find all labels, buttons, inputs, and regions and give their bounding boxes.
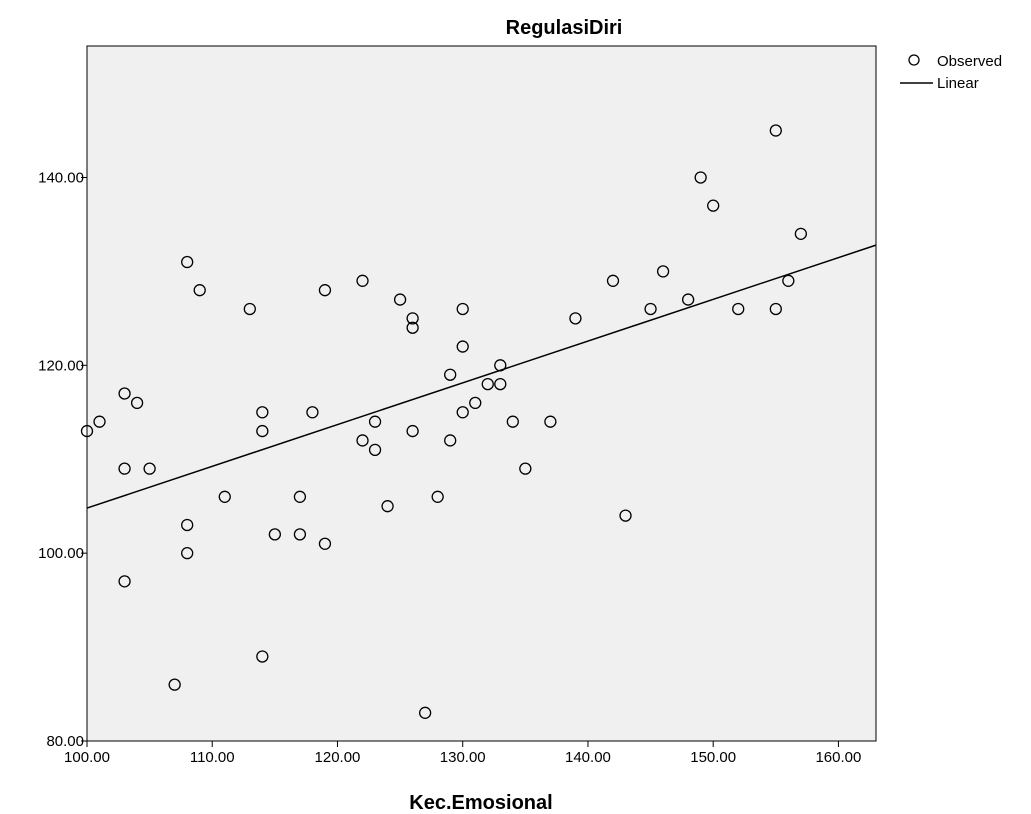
observed-point	[181, 518, 194, 532]
observed-point	[494, 377, 507, 391]
observed-point	[268, 528, 282, 541]
observed-point	[293, 528, 307, 541]
observed-point	[569, 312, 582, 325]
observed-point	[782, 274, 795, 287]
observed-point	[168, 678, 181, 691]
observed-point	[193, 284, 206, 297]
observed-point	[519, 462, 532, 475]
observed-point	[456, 406, 469, 419]
observed-point	[318, 284, 332, 297]
observed-point	[732, 302, 745, 316]
observed-point	[118, 462, 131, 475]
observed-point	[619, 509, 632, 522]
observed-point	[406, 321, 419, 334]
observed-point	[406, 424, 419, 438]
x-tick-label: 130.00	[440, 749, 486, 766]
y-tick-label: 80.00	[46, 733, 84, 750]
observed-point	[293, 490, 307, 503]
observed-points	[80, 124, 808, 719]
observed-point	[218, 490, 231, 503]
observed-point	[143, 462, 156, 475]
observed-point	[306, 406, 319, 419]
legend-observed-label: Observed	[937, 53, 1002, 70]
observed-point	[118, 575, 131, 588]
observed-point	[368, 415, 382, 428]
x-tick-label: 160.00	[815, 749, 861, 766]
observed-point	[769, 124, 782, 137]
y-axis: 80.00 100.00 120.00 140.00	[38, 169, 87, 750]
observed-point	[393, 293, 407, 306]
legend-linear-label: Linear	[937, 75, 979, 92]
observed-point	[544, 415, 557, 428]
observed-point	[118, 387, 131, 400]
observed-point	[506, 415, 519, 428]
observed-point	[318, 537, 332, 550]
observed-point	[769, 302, 782, 316]
observed-point	[481, 377, 494, 391]
observed-point	[694, 171, 707, 184]
x-axis-label: Kec.Emosional	[409, 792, 552, 814]
observed-point	[243, 302, 256, 316]
chart-title: RegulasiDiri	[506, 17, 623, 39]
x-tick-label: 120.00	[315, 749, 361, 766]
x-axis: 100.00 110.00 120.00 130.00 140.00 150.00 160.…	[64, 741, 861, 766]
plot-area	[86, 45, 877, 742]
observed-point	[256, 650, 269, 663]
linear-fit-line	[86, 244, 877, 509]
observed-point	[93, 415, 106, 428]
observed-point	[181, 547, 194, 560]
observed-point	[707, 199, 720, 212]
observed-point	[606, 274, 620, 287]
observed-point	[256, 424, 269, 438]
legend-observed-marker	[908, 54, 920, 66]
observed-point	[130, 396, 144, 410]
x-tick-label: 110.00	[190, 749, 235, 766]
y-tick-label: 140.00	[38, 169, 84, 186]
observed-point	[406, 312, 419, 325]
observed-point	[356, 434, 369, 447]
x-tick-label: 100.00	[64, 749, 110, 766]
x-tick-label: 150.00	[690, 749, 736, 766]
observed-point	[431, 490, 444, 503]
observed-point	[456, 340, 469, 353]
observed-point	[656, 265, 670, 278]
observed-point	[381, 500, 394, 513]
observed-point	[80, 424, 94, 438]
observed-point	[469, 396, 482, 410]
observed-point	[444, 368, 457, 381]
observed-point	[368, 443, 382, 457]
y-tick-label: 100.00	[38, 545, 84, 562]
observed-point	[794, 227, 808, 240]
x-tick-label: 140.00	[565, 749, 611, 766]
observed-point	[681, 293, 695, 306]
observed-point	[456, 302, 469, 316]
observed-point	[356, 274, 369, 287]
observed-point	[418, 706, 432, 719]
observed-point	[256, 406, 269, 419]
legend: Observed Linear	[900, 53, 1002, 92]
y-tick-label: 120.00	[38, 357, 84, 374]
observed-point	[644, 302, 657, 316]
observed-point	[444, 434, 457, 447]
observed-point	[181, 255, 194, 269]
